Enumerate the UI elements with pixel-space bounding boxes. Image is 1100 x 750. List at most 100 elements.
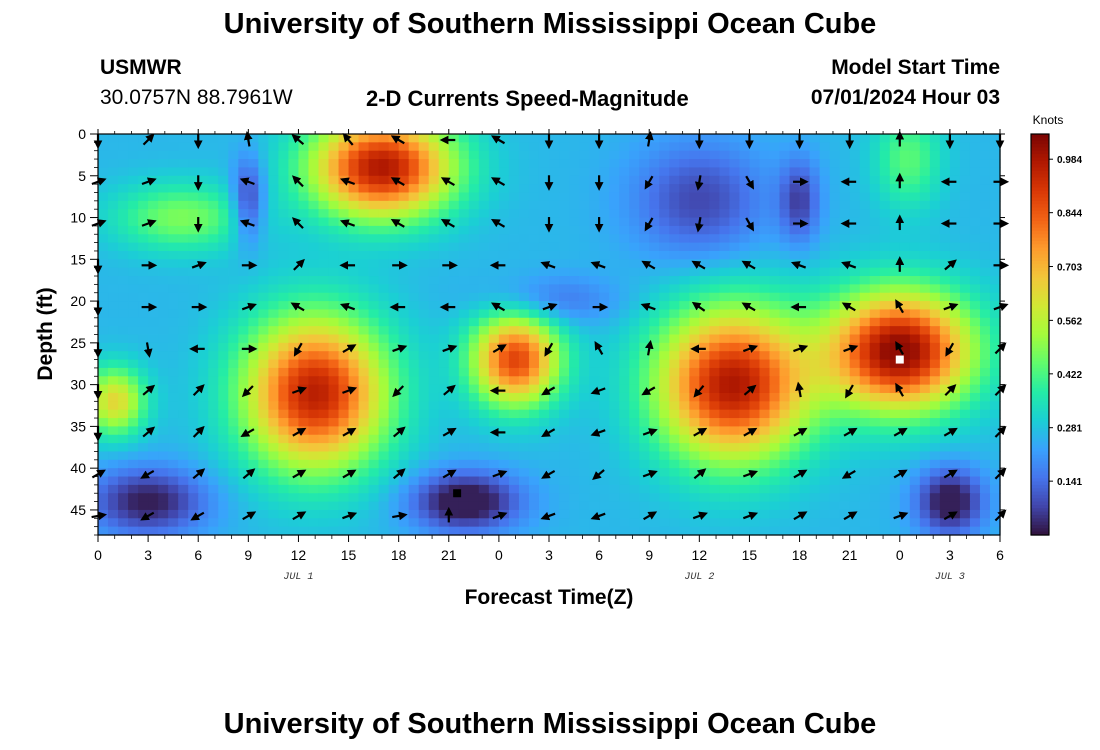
heat-cell (108, 334, 119, 344)
heat-cell (298, 451, 310, 461)
heat-cell (358, 167, 370, 177)
heat-cell (699, 184, 710, 194)
heat-cell (288, 443, 300, 453)
heat-cell (869, 142, 881, 152)
heat-cell (659, 367, 670, 377)
heat-cell (799, 459, 811, 469)
heat-cell (989, 418, 1001, 427)
heat-cell (498, 242, 510, 252)
heat-cell (569, 150, 580, 160)
heat-cell (979, 200, 991, 210)
heat-cell (979, 192, 991, 202)
heat-cell (669, 167, 680, 177)
heat-cell (418, 409, 430, 419)
heat-cell (148, 409, 159, 419)
heat-cell (408, 326, 420, 336)
heat-cell (128, 159, 139, 169)
heat-cell (569, 267, 580, 277)
heat-cell (208, 234, 219, 244)
heat-cell (278, 217, 290, 227)
heat-cell (208, 451, 219, 461)
heat-cell (839, 418, 851, 427)
heat-cell (919, 326, 931, 336)
heat-cell (869, 301, 881, 311)
heat-cell (739, 359, 751, 369)
heat-cell (318, 225, 330, 235)
heat-cell (218, 309, 229, 319)
heat-cell (228, 518, 239, 528)
heat-cell (679, 217, 690, 227)
colorbar-segment (1031, 257, 1049, 262)
heat-cell (168, 326, 179, 336)
heat-cell (589, 134, 600, 143)
heat-cell (128, 401, 139, 411)
heat-cell (238, 159, 249, 169)
heat-cell (488, 367, 500, 377)
heat-cell (569, 443, 580, 453)
heat-cell (799, 301, 811, 311)
heat-cell (889, 426, 901, 436)
heat-cell (669, 225, 680, 235)
heat-cell (959, 451, 971, 461)
heat-cell (398, 459, 410, 469)
current-vector-arrow (293, 342, 303, 357)
heat-cell (609, 334, 620, 344)
heat-cell (488, 409, 500, 419)
heat-cell (188, 334, 199, 344)
heat-cell (569, 276, 580, 285)
heat-cell (498, 367, 510, 377)
heat-cell (168, 351, 179, 361)
heat-cell (308, 134, 320, 143)
heat-cell (308, 351, 320, 361)
heat-cell (729, 426, 741, 436)
heat-cell (929, 443, 941, 453)
heat-cell (989, 509, 1001, 519)
colorbar-segment (1031, 524, 1049, 529)
heat-cell (128, 484, 139, 494)
heat-cell (559, 384, 570, 394)
heat-cell (408, 518, 420, 528)
heat-cell (488, 526, 500, 536)
heat-cell (268, 292, 279, 302)
heat-cell (699, 351, 710, 361)
heat-cell (528, 334, 540, 344)
heat-cell (739, 242, 751, 252)
heat-cell (478, 134, 490, 143)
heat-cell (388, 159, 400, 169)
heat-cell (98, 334, 109, 344)
heat-cell (819, 209, 831, 219)
heat-cell (258, 376, 269, 386)
heat-cell (458, 509, 470, 519)
heat-cell (979, 367, 991, 377)
heat-cell (789, 418, 801, 427)
heat-cell (458, 367, 470, 377)
heat-cell (689, 367, 700, 377)
heat-cell (258, 200, 269, 210)
heat-cell (168, 367, 179, 377)
heat-cell (959, 493, 971, 503)
heat-cell (158, 142, 169, 152)
heat-cell (879, 434, 891, 444)
heat-cell (799, 175, 811, 185)
heat-cell (208, 518, 219, 528)
heat-cell (328, 518, 340, 528)
heat-cell (138, 334, 149, 344)
heat-cell (388, 484, 400, 494)
heat-cell (188, 150, 199, 160)
y-tick-label: 10 (70, 210, 86, 226)
heat-cell (168, 418, 179, 427)
current-vector-arrow (843, 344, 859, 353)
heat-cell (829, 209, 841, 219)
heat-cell (258, 267, 269, 277)
heat-cell (939, 200, 951, 210)
heat-cell (538, 150, 550, 160)
heat-cell (478, 392, 490, 402)
heat-cell (108, 309, 119, 319)
heat-cell (919, 309, 931, 319)
heat-cell (779, 192, 791, 202)
heat-cell (298, 175, 310, 185)
heat-cell (589, 493, 600, 503)
heat-cell (538, 484, 550, 494)
heat-cell (118, 334, 129, 344)
heat-cell (639, 267, 650, 277)
